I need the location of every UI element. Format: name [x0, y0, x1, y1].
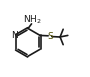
Text: NH$_2$: NH$_2$	[23, 13, 42, 25]
Text: N: N	[11, 31, 18, 40]
Text: S: S	[47, 32, 53, 41]
